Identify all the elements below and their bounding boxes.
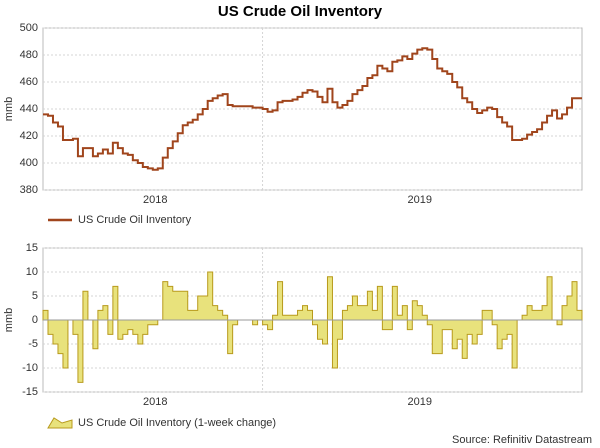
y-tick-label: 480	[20, 49, 38, 61]
x-tick-label: 2018	[143, 396, 167, 408]
x-tick-label: 2019	[408, 194, 432, 206]
line-series	[43, 47, 582, 171]
legend-label: US Crude Oil Inventory (1-week change)	[78, 417, 276, 429]
y-tick-label: 400	[20, 157, 38, 169]
x-tick-label: 2019	[408, 396, 432, 408]
y-tick-label: -15	[22, 386, 38, 398]
chart-title: US Crude Oil Inventory	[218, 3, 383, 20]
y-axis-label: mmb	[3, 308, 15, 332]
y-tick-label: 500	[20, 22, 38, 34]
y-tick-label: 0	[32, 314, 38, 326]
y-axis-label: mmb	[3, 97, 15, 121]
area-series	[42, 271, 583, 383]
y-tick-label: 380	[20, 184, 38, 196]
source: Source: Refinitiv Datastream	[452, 434, 592, 446]
legend-label: US Crude Oil Inventory	[78, 214, 192, 226]
y-tick-label: 420	[20, 130, 38, 142]
y-tick-label: -10	[22, 362, 38, 374]
y-tick-label: 15	[26, 242, 38, 254]
y-tick-label: 5	[32, 290, 38, 302]
x-tick-label: 2018	[143, 194, 167, 206]
y-tick-label: 440	[20, 103, 38, 115]
y-tick-label: -5	[28, 338, 38, 350]
legend-swatch	[47, 417, 73, 429]
y-tick-label: 460	[20, 76, 38, 88]
y-tick-label: 10	[26, 266, 38, 278]
